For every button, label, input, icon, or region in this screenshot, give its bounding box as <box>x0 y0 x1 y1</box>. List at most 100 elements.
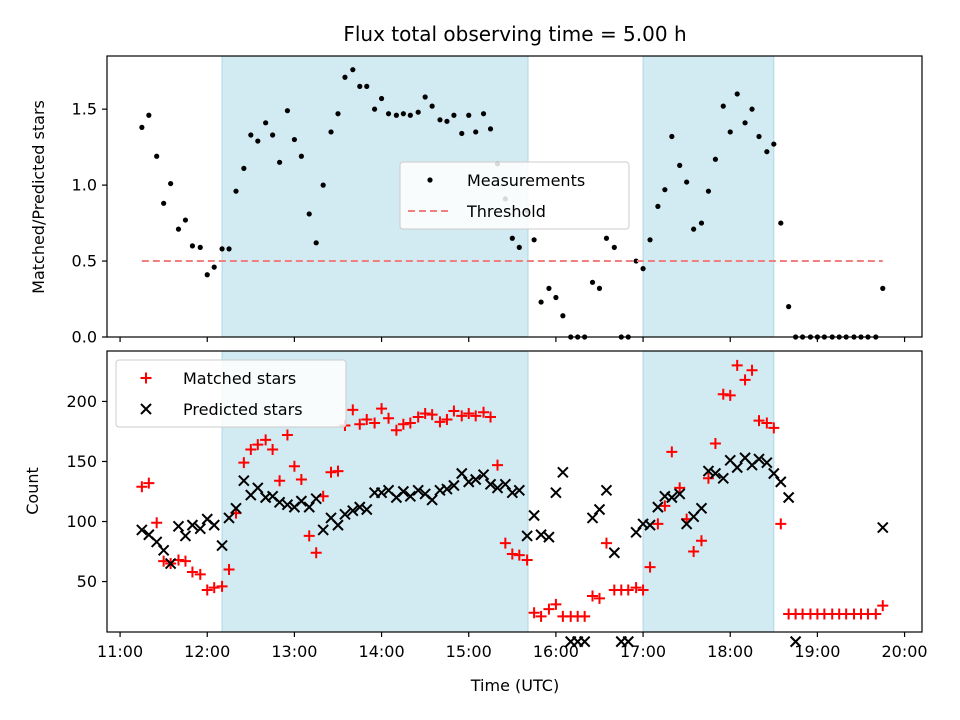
matched-stars-point <box>216 580 228 592</box>
measurements-point <box>342 74 348 80</box>
matched-stars-point <box>361 413 373 425</box>
predicted-stars-point <box>600 484 613 497</box>
measurements-point <box>175 226 182 232</box>
predicted-stars-point <box>238 474 250 487</box>
predicted-stars-point <box>470 473 482 486</box>
legend-label: Measurements <box>467 171 585 190</box>
predicted-stars-point <box>877 521 889 534</box>
measurements-point <box>487 126 494 132</box>
matched-stars-point <box>543 603 555 615</box>
matched-stars-point <box>238 457 250 469</box>
measurements-point <box>364 83 370 89</box>
predicted-stars-point <box>186 519 199 531</box>
predicted-stars-point <box>456 467 468 480</box>
matched-stars-point <box>376 403 388 415</box>
ratio-shaded-interval <box>642 55 775 338</box>
matched-stars-point <box>369 417 381 429</box>
matched-stars-point <box>717 388 729 400</box>
matched-stars-point <box>600 537 612 549</box>
legend-label: Matched stars <box>183 369 296 388</box>
measurements-point <box>211 264 217 270</box>
predicted-stars-point <box>789 635 802 648</box>
measurements-point <box>771 141 777 147</box>
measurements-point <box>691 226 697 232</box>
legend-label: Predicted stars <box>183 400 303 419</box>
count-axes-frame <box>106 350 923 633</box>
measurements-point <box>451 112 457 118</box>
legend-measurements-swatch <box>427 177 433 183</box>
measurements-point <box>705 188 712 194</box>
matched-stars-point <box>637 584 649 596</box>
predicted-stars-point <box>731 461 743 474</box>
count-y-tick-label: 50 <box>77 572 97 591</box>
predicted-stars-point <box>150 536 163 548</box>
predicted-stars-point <box>332 519 344 531</box>
measurements-point <box>749 106 755 112</box>
count-y-tick-label: 200 <box>66 392 97 411</box>
matched-stars-point <box>492 459 504 471</box>
predicted-stars-point <box>404 490 417 503</box>
predicted-stars-point <box>652 501 664 513</box>
measurements-point <box>189 243 196 249</box>
measurements-point <box>291 136 298 143</box>
measurements-point <box>655 203 661 209</box>
measurements-point <box>161 200 167 206</box>
measurements-point <box>553 294 559 301</box>
matched-stars-point <box>870 608 882 620</box>
measurements-point <box>320 182 326 188</box>
ratio-y-tick-label: 0.0 <box>72 328 97 347</box>
predicted-stars-point <box>775 476 787 488</box>
legend-box <box>399 161 630 230</box>
measurements-point <box>589 279 596 285</box>
predicted-stars-point <box>513 484 526 497</box>
predicted-stars-point <box>216 539 228 552</box>
measurements-point <box>276 159 283 165</box>
matched-stars-point <box>746 364 758 376</box>
matched-stars-point <box>274 475 286 487</box>
measurements-point <box>531 237 537 243</box>
matched-stars-point <box>441 413 453 425</box>
measurements-point <box>538 299 544 305</box>
measurements-point <box>219 246 225 252</box>
measurements-point <box>393 112 399 118</box>
predicted-stars-point <box>593 503 606 516</box>
matched-stars-point <box>702 472 714 484</box>
predicted-stars-point <box>673 488 686 500</box>
measurements-point <box>422 94 428 100</box>
measurements-point <box>400 111 406 117</box>
matched-stars-point <box>404 417 416 429</box>
matched-stars-point <box>724 389 736 401</box>
predicted-stars-point <box>543 531 555 543</box>
matched-stars-point <box>630 582 642 594</box>
measurements-point <box>437 117 443 123</box>
measurements-point <box>662 187 668 193</box>
predicted-stars-point <box>695 502 708 515</box>
measurements-point <box>603 235 610 241</box>
matched-stars-point <box>332 465 344 477</box>
matched-stars-point <box>303 530 315 542</box>
measurements-point <box>204 272 210 278</box>
matched-stars-point <box>179 555 191 567</box>
measurements-point <box>459 130 465 137</box>
matched-stars-point <box>659 500 671 512</box>
measurements-point <box>270 132 276 138</box>
measurements-point <box>255 138 261 144</box>
matched-stars-point <box>775 518 787 530</box>
measurements-point <box>306 211 312 217</box>
measurements-point <box>407 112 413 118</box>
ratio-legend: Measurements Threshold <box>399 161 630 230</box>
predicted-stars-point <box>644 519 656 531</box>
matched-stars-point <box>390 424 402 436</box>
predicted-stars-point <box>586 512 599 524</box>
predicted-stars-point <box>499 478 512 491</box>
matched-stars-point <box>223 564 235 576</box>
predicted-stars-point <box>136 524 148 536</box>
predicted-stars-point <box>375 486 388 499</box>
matched-stars-point <box>528 607 540 619</box>
matched-stars-point <box>622 584 634 596</box>
measurements-point <box>139 124 145 130</box>
measurements-point <box>786 304 792 310</box>
legend-predicted-swatch <box>140 403 152 415</box>
ratio-y-tick-label: 0.5 <box>72 252 97 271</box>
